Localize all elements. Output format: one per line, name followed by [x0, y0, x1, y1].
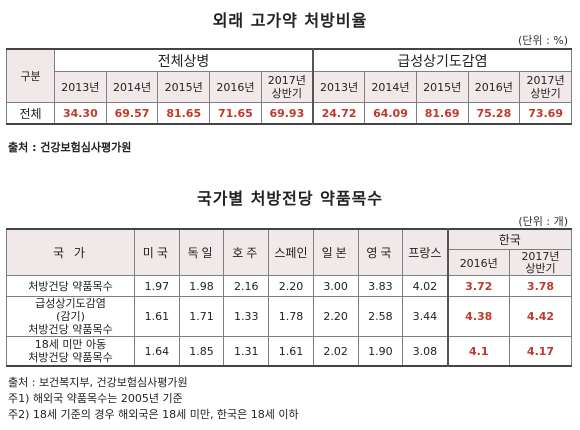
row-label-line: 급성상기도감염 — [35, 297, 106, 311]
group-header-all-diseases: 전체상병 — [53, 48, 314, 72]
value-cell: 1.97 — [134, 275, 180, 297]
value-cell: 73.69 — [519, 102, 572, 125]
korea-value-cell: 4.38 — [447, 296, 510, 337]
value-cell: 69.93 — [260, 102, 314, 125]
value-cell: 81.65 — [157, 102, 211, 125]
value-cell: 71.65 — [209, 102, 262, 125]
country-header: 국 가 — [6, 228, 135, 276]
year-header-line: 2017년 — [526, 74, 565, 87]
prescription-ratio-table: 구분 전체상병 급성상기도감염 2013년 2014년 2015년 2016년 … — [6, 48, 572, 125]
value-cell: 1.61 — [134, 296, 180, 337]
year-header: 2013년 — [312, 71, 366, 103]
value-cell: 1.85 — [178, 336, 225, 367]
row-label-total: 전체 — [6, 102, 55, 125]
value-cell: 24.72 — [312, 102, 366, 125]
year-header: 2016년 — [209, 71, 262, 103]
row-label-line: 처방건당 약품목수 — [28, 323, 113, 336]
korea-value-cell: 4.42 — [509, 296, 572, 337]
value-cell: 3.83 — [357, 275, 404, 297]
year-header-line: 2017년 — [267, 74, 306, 87]
value-cell: 1.64 — [134, 336, 180, 367]
table1-title: 외래 고가약 처방비율 — [212, 11, 368, 30]
country-header-japan: 일본 — [312, 228, 359, 276]
value-cell: 3.00 — [312, 275, 359, 297]
value-cell: 1.71 — [178, 296, 225, 337]
value-cell: 1.61 — [268, 336, 314, 367]
value-cell: 1.90 — [357, 336, 404, 367]
value-cell: 2.20 — [268, 275, 314, 297]
korea-year-header: 2016년 — [447, 249, 510, 276]
note-2: 주2) 18세 기준의 경우 해외국은 18세 미만, 한국은 18세 이하 — [8, 408, 299, 421]
row-label-line: 18세 미만 아동 — [34, 338, 107, 351]
country-header-korea: 한국 — [447, 228, 572, 250]
row-label-line: (감기) — [56, 310, 85, 323]
year-header: 2016년 — [467, 71, 521, 103]
year-header: 2013년 — [54, 71, 107, 103]
note-1: 주1) 해외국 약품목수는 2005년 기준 — [8, 392, 183, 405]
korea-value-cell: 3.78 — [509, 275, 572, 297]
value-cell: 34.30 — [54, 102, 107, 125]
value-cell: 1.78 — [268, 296, 314, 337]
value-cell: 64.09 — [364, 102, 417, 125]
table1-unit: (단위 : %) — [518, 34, 568, 47]
country-header-germany: 독일 — [178, 228, 225, 276]
korea-year-header-line: 2017년 — [521, 249, 560, 263]
year-header: 2017년 상반기 — [519, 71, 572, 103]
row-label-acute-uri: 급성상기도감염 (감기) 처방건당 약품목수 — [6, 296, 135, 337]
year-header: 2015년 — [415, 71, 469, 103]
korea-value-cell: 4.1 — [447, 336, 510, 367]
value-cell: 69.57 — [105, 102, 159, 125]
table2-notes: 출처 : 보건복지부, 건강보험심사평가원 주1) 해외국 약품목수는 2005… — [8, 375, 299, 423]
korea-year-header-line: 상반기 — [525, 261, 556, 275]
row-label-children: 18세 미만 아동 처방건당 약품목수 — [6, 336, 135, 367]
korea-value-cell: 3.72 — [447, 275, 510, 297]
year-header-line: 상반기 — [271, 87, 303, 100]
value-cell: 1.98 — [178, 275, 225, 297]
row-label-items-per-prescription: 처방건당 약품목수 — [6, 275, 135, 297]
country-header-spain: 스페인 — [268, 228, 314, 276]
value-cell: 2.58 — [357, 296, 404, 337]
year-header-line: 상반기 — [530, 87, 561, 100]
items-per-prescription-table: 국 가 미국 독일 호주 스페인 일본 영국 프랑스 한국 2016년 2017… — [6, 228, 572, 367]
value-cell: 4.02 — [402, 275, 449, 297]
table1-source: 출처 : 건강보험심사평가원 — [8, 141, 132, 154]
year-header: 2014년 — [364, 71, 417, 103]
korea-value-cell: 4.17 — [509, 336, 572, 367]
value-cell: 2.16 — [223, 275, 270, 297]
country-header-usa: 미국 — [134, 228, 180, 276]
value-cell: 81.69 — [415, 102, 469, 125]
value-cell: 3.08 — [402, 336, 449, 367]
country-header-australia: 호주 — [223, 228, 270, 276]
country-header-uk: 영국 — [357, 228, 404, 276]
value-cell: 2.02 — [312, 336, 359, 367]
table2-unit: (단위 : 개) — [518, 215, 568, 228]
year-header: 2014년 — [105, 71, 159, 103]
value-cell: 3.44 — [402, 296, 449, 337]
value-cell: 1.33 — [223, 296, 270, 337]
value-cell: 1.31 — [223, 336, 270, 367]
value-cell: 2.20 — [312, 296, 359, 337]
country-header-france: 프랑스 — [402, 228, 449, 276]
year-header: 2017년 상반기 — [260, 71, 314, 103]
korea-year-header: 2017년 상반기 — [509, 249, 572, 276]
note-source: 출처 : 보건복지부, 건강보험심사평가원 — [8, 376, 188, 389]
table2-title: 국가별 처방전당 약품목수 — [196, 189, 384, 208]
row-label-line: 처방건당 약품목수 — [28, 279, 113, 293]
table1-corner-header: 구분 — [6, 48, 55, 103]
year-header: 2015년 — [157, 71, 211, 103]
row-label-line: 처방건당 약품목수 — [28, 351, 113, 364]
group-header-acute-uri: 급성상기도감염 — [312, 48, 572, 72]
value-cell: 75.28 — [467, 102, 521, 125]
